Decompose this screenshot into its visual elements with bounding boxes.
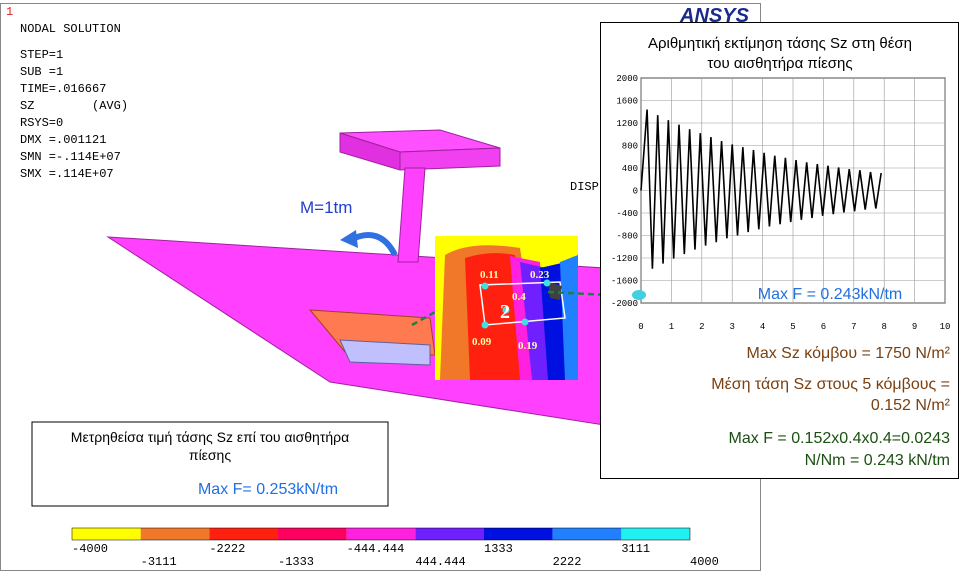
sensor-marker: [548, 282, 562, 300]
x-tick-label: 4: [760, 322, 765, 332]
node-dot: [481, 321, 489, 329]
node-label: 0.4: [512, 291, 526, 303]
color-legend: -4000 -3111 -2222 -1333 -444.444 444.444 1333 2…: [71, 527, 719, 569]
y-tick-label: 1600: [616, 97, 638, 107]
info-line: NODAL SOLUTION: [20, 22, 121, 36]
y-tick-label: 1200: [616, 119, 638, 129]
y-tick-label: -2000: [611, 299, 638, 309]
y-tick-label: -800: [616, 232, 638, 242]
legend-frame: [71, 527, 691, 541]
mean-stress: Μέση τάση Sz στους 5 κόμβους =: [711, 376, 950, 393]
legend-label: -2222: [209, 542, 245, 556]
x-tick-label: 5: [790, 322, 795, 332]
y-tick-label: 2000: [616, 74, 638, 84]
legend-label: 2222: [553, 555, 582, 569]
info-line: SUB =1: [20, 65, 63, 79]
legend-label: -3111: [141, 555, 177, 569]
chart-title: του αισθητήρα πίεσης: [707, 55, 852, 72]
info-line: TIME=.016667: [20, 82, 106, 96]
info-line: SZ (AVG): [20, 99, 128, 113]
y-tick-label: -1200: [611, 254, 638, 264]
legend-label: 4000: [690, 555, 719, 569]
legend-swatch: [72, 528, 141, 540]
link-arrow: [547, 290, 631, 298]
legend-swatch: [621, 528, 690, 540]
brand-logo: ANSYS: [679, 5, 750, 27]
disp-label: DISP: [570, 180, 599, 194]
window-number: 1: [6, 5, 13, 19]
node-dot: [502, 306, 510, 314]
force-calc: N/Nm = 0.243 kN/tm: [805, 452, 950, 469]
x-tick-label: 1: [669, 322, 674, 332]
measured-box: [31, 421, 389, 507]
x-tick-label: 10: [940, 322, 951, 332]
node-label: 0.19: [518, 340, 538, 352]
legend-swatch: [415, 528, 484, 540]
line-series: [640, 109, 882, 269]
node-label: 0.23: [530, 269, 550, 281]
x-tick-label: 3: [729, 322, 734, 332]
sensor-point: [632, 290, 646, 300]
y-tick-label: 0: [633, 187, 638, 197]
contour-band: [560, 255, 578, 380]
y-tick-label: 400: [622, 164, 638, 174]
x-tick-label: 9: [912, 322, 917, 332]
sensor-number: 2: [500, 301, 510, 323]
legend-swatch: [552, 528, 622, 540]
measured-result: Max F= 0.253kN/tm: [198, 481, 338, 498]
sensor-nodes: 0.11 0.23 0.4 0.09 0.19: [472, 269, 551, 352]
force-calc: Max F = 0.152x0.4x0.4=0.0243: [729, 430, 951, 447]
measured-text: πίεσης: [189, 447, 231, 463]
y-tick-label: 800: [622, 142, 638, 152]
node-label: 0.09: [472, 336, 492, 348]
link-arrow: [411, 310, 436, 327]
x-tick-label: 7: [851, 322, 856, 332]
y-tick-label: -400: [616, 209, 638, 219]
legend-label: 444.444: [415, 555, 465, 569]
legend-swatch: [140, 528, 210, 540]
y-tick-label: -1600: [611, 277, 638, 287]
info-line: SMX =.114E+07: [20, 167, 114, 181]
estimate-max-f: Max F = 0.243kN/tm: [758, 286, 903, 303]
measured-text: Μετρηθείσα τιμή τάσης Sz επί του αισθητή…: [71, 429, 349, 445]
info-line: RSYS=0: [20, 116, 63, 130]
legend-swatch: [209, 528, 278, 540]
solution-info: NODAL SOLUTION STEP=1 SUB =1 TIME=.016667 SZ…: [20, 22, 128, 181]
legend-label: -1333: [278, 555, 314, 569]
chart-title: Αριθμητική εκτίμηση τάσης Sz στη θέση: [648, 35, 912, 52]
moment-arrow-head: [340, 230, 358, 248]
info-line: SMN =-.114E+07: [20, 150, 121, 164]
node-dot: [543, 279, 551, 287]
x-tick-label: 6: [821, 322, 826, 332]
chart: Αριθμητική εκτίμηση τάσης Sz στη θέση του…: [611, 35, 950, 332]
legend-label: -444.444: [347, 542, 405, 556]
x-tick-label: 2: [699, 322, 704, 332]
legend-swatch: [346, 528, 416, 540]
legend-swatch: [484, 528, 553, 540]
mean-stress: 0.152 N/m²: [871, 397, 951, 414]
x-tick-label: 8: [881, 322, 886, 332]
moment-label: M=1tm: [300, 198, 352, 217]
sensor-outline: [479, 281, 566, 326]
sensor-region-edge: [339, 339, 431, 366]
legend-label: 1333: [484, 542, 513, 556]
legend-swatch: [278, 528, 347, 540]
legend-label: -4000: [72, 542, 108, 556]
node-label: 0.11: [480, 269, 499, 281]
info-line: STEP=1: [20, 48, 63, 62]
flange-front: [399, 147, 501, 171]
node-dot: [521, 318, 529, 326]
node-dot: [481, 282, 489, 290]
node-max: Max Sz κόμβου = 1750 N/m²: [747, 345, 951, 362]
column: [397, 167, 426, 263]
legend-label: 3111: [621, 542, 650, 556]
x-tick-label: 0: [638, 322, 643, 332]
info-line: DMX =.001121: [20, 133, 106, 147]
